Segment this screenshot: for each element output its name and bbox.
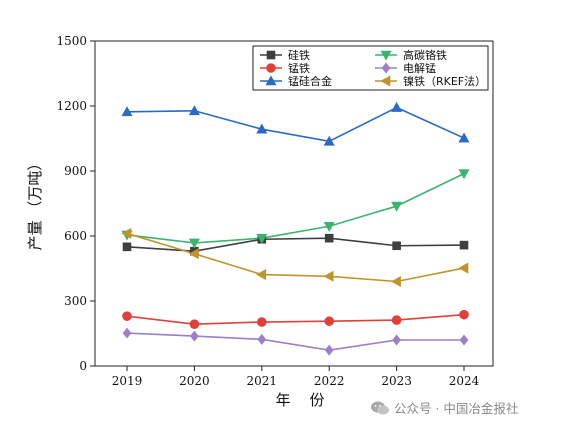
legend-marker (266, 50, 276, 60)
x-tick-label: 2024 (449, 374, 480, 388)
data-point (257, 333, 267, 345)
legend-label: 镍铁（RKEF法） (403, 74, 486, 88)
data-point (256, 233, 268, 244)
y-tick-label: 900 (64, 164, 87, 178)
legend-label: 硅铁 (288, 49, 310, 62)
watermark-text: 公众号 · 中国冶金报社 (394, 401, 519, 416)
data-point (459, 240, 469, 250)
data-point (458, 132, 470, 143)
data-point (188, 248, 199, 260)
data-point (324, 316, 335, 326)
x-axis: 2019 2020 2021 2022 2023 2024 (112, 366, 480, 388)
legend-box (252, 45, 489, 91)
legend-marker (381, 62, 391, 74)
data-point (122, 327, 132, 339)
x-tick-label: 2019 (112, 374, 143, 388)
series-line-1 (126, 172, 465, 244)
data-point (256, 317, 267, 327)
data-point (190, 330, 199, 342)
data-point (392, 334, 401, 346)
legend-marker (380, 75, 391, 87)
plot-markers (121, 101, 470, 356)
y-tick-label: 600 (64, 229, 87, 243)
legend-marker (265, 75, 277, 86)
legend-marker (266, 63, 276, 73)
series-line-4 (126, 106, 465, 143)
data-point (324, 344, 334, 356)
y-tick-label: 1500 (56, 34, 87, 48)
data-point (121, 106, 133, 117)
x-tick-label: 2020 (179, 374, 210, 388)
legend-marker (380, 50, 392, 61)
data-point (122, 311, 132, 321)
series-line-5 (126, 232, 465, 283)
data-point (188, 238, 200, 249)
y-axis: 0 300 600 900 1200 1500 (56, 34, 95, 373)
data-point (256, 123, 268, 134)
data-point (390, 275, 401, 288)
plot-frame (94, 40, 494, 367)
data-point (458, 169, 470, 180)
x-tick-label: 2021 (247, 374, 278, 388)
data-point (122, 242, 132, 252)
plot-lines (126, 106, 465, 351)
data-point (458, 262, 469, 274)
series-line-2 (126, 313, 465, 325)
data-point (323, 221, 335, 232)
y-tick-label: 0 (79, 359, 87, 373)
legend-label: 锰铁 (288, 61, 310, 75)
data-point (189, 319, 200, 329)
y-tick-label: 300 (64, 294, 87, 308)
data-point (459, 334, 469, 346)
data-point (121, 227, 132, 239)
data-point (391, 201, 403, 212)
y-axis-title: 产量 （万吨） (26, 156, 44, 251)
data-point (459, 309, 469, 320)
data-point (323, 270, 334, 282)
series-line-3 (126, 332, 464, 351)
legend-label: 锰硅合金 (288, 74, 332, 88)
watermark: 公众号 · 中国冶金报社 (370, 398, 518, 417)
data-point (256, 269, 267, 281)
data-point (391, 315, 402, 325)
y-tick-label: 1200 (56, 99, 87, 113)
data-point (392, 241, 401, 251)
data-point (324, 233, 334, 243)
data-point (188, 105, 200, 116)
data-point (391, 101, 403, 112)
data-point (323, 135, 335, 146)
legend-label: 高碳铬铁 (403, 48, 447, 62)
legend-label: 电解锰 (403, 61, 436, 75)
wechat-icon (371, 401, 389, 414)
x-axis-title: 年 份 (275, 391, 324, 409)
x-tick-label: 2023 (381, 374, 412, 388)
x-tick-label: 2022 (314, 374, 345, 388)
